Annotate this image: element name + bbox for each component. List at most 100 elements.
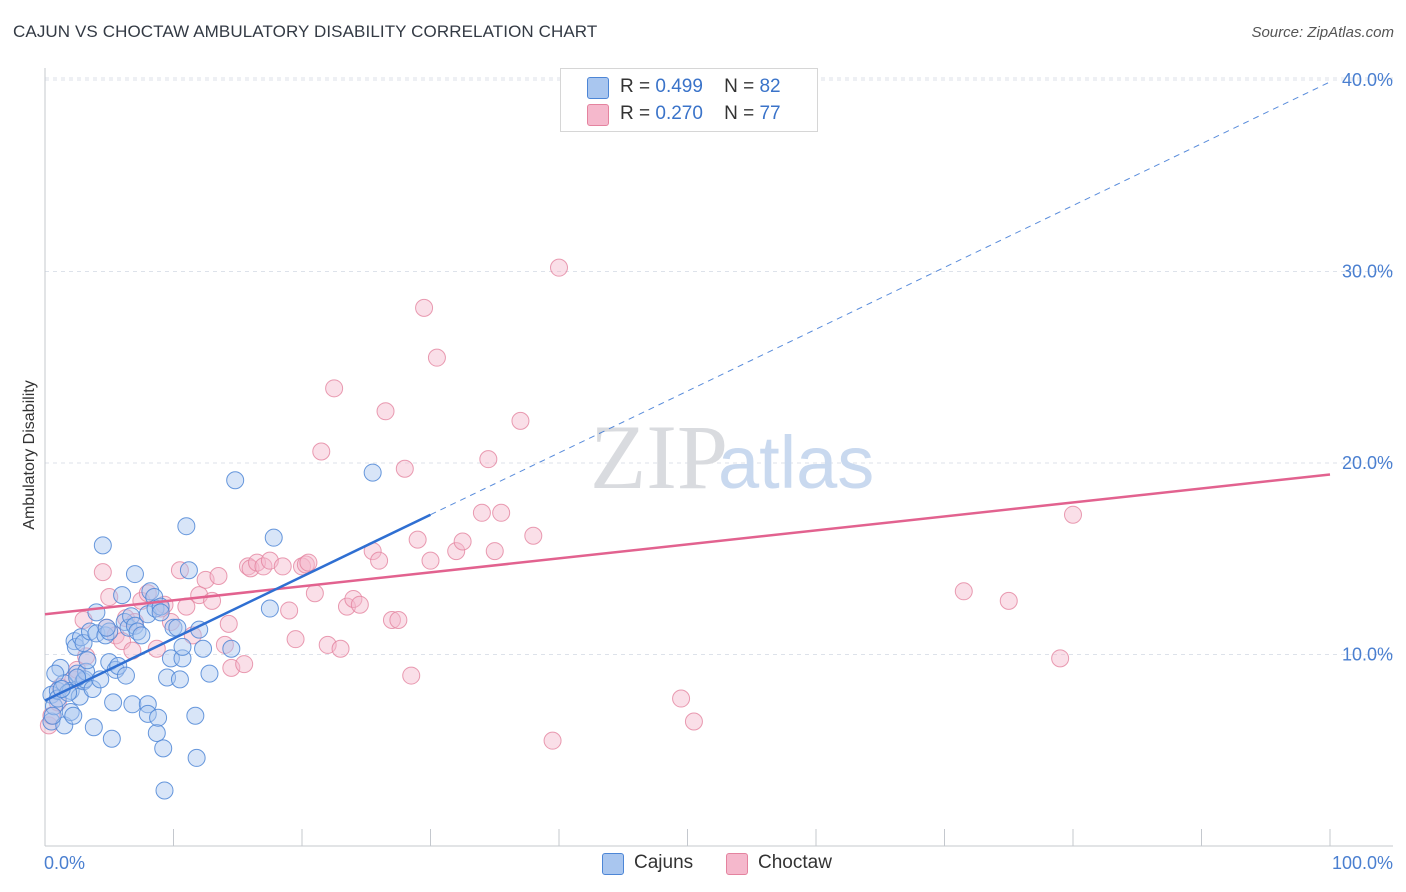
cajun-trend-line	[44, 513, 432, 702]
choctaw-point	[453, 532, 472, 551]
choctaw-point	[447, 542, 466, 561]
choctaw-point	[954, 582, 973, 601]
bottom-legend-cajuns-label: Cajuns	[634, 852, 694, 873]
choctaw-point	[427, 348, 446, 367]
choctaw-point	[93, 563, 112, 582]
legend-n-label: N =	[724, 76, 755, 97]
choctaw-point	[305, 584, 324, 603]
cajun-point	[78, 651, 97, 670]
choctaw-trend-line	[44, 473, 1331, 616]
choctaw-point	[370, 551, 389, 570]
cajun-point	[97, 618, 116, 637]
choctaw-point	[421, 551, 440, 570]
choctaw-point	[472, 503, 491, 522]
choctaw-point	[382, 611, 401, 630]
cajun-point	[226, 471, 245, 490]
x-tick-min: 0.0%	[44, 853, 85, 873]
x-tick-max: 100.0%	[1332, 853, 1393, 873]
choctaw-point	[296, 555, 315, 574]
choctaw-point	[479, 450, 498, 469]
cajun-point	[194, 639, 213, 658]
cajun-point	[170, 670, 189, 689]
chart-title: CAJUN VS CHOCTAW AMBULATORY DISABILITY C…	[13, 22, 598, 41]
legend-r-value: 0.270	[655, 103, 703, 124]
choctaw-point	[543, 731, 562, 750]
cajun-point	[179, 561, 198, 580]
cajun-point	[83, 679, 102, 698]
y-tick-labels: 10.0% 20.0% 30.0% 40.0%	[1342, 70, 1393, 665]
legend-n-value: 82	[759, 76, 781, 97]
cajun-point	[260, 599, 279, 618]
choctaw-point	[492, 503, 511, 522]
y-axis-label: Ambulatory Disability	[21, 380, 38, 529]
cajun-point	[74, 634, 93, 653]
cajun-trend-extension	[430, 81, 1331, 516]
source-label: Source: ZipAtlas.com	[1251, 24, 1394, 41]
choctaw-point	[331, 639, 350, 658]
cajun-point	[264, 528, 283, 547]
cajun-point	[84, 718, 103, 737]
y-tick-label: 10.0%	[1342, 645, 1393, 665]
cajun-point	[93, 536, 112, 555]
choctaw-point	[1051, 649, 1070, 668]
legend-n-value: 77	[759, 103, 781, 124]
cajun-point	[155, 781, 174, 800]
cajun-point	[102, 729, 121, 748]
choctaw-point	[350, 595, 369, 614]
cajun-point	[125, 565, 144, 584]
cajun-point	[87, 603, 106, 622]
cajun-point	[138, 695, 157, 714]
cajun-point	[113, 586, 132, 605]
cajun-point	[80, 622, 99, 641]
choctaw-point	[999, 591, 1018, 610]
choctaw-point	[550, 258, 568, 277]
y-tick-label: 40.0%	[1342, 70, 1393, 90]
choctaw-point	[684, 712, 703, 731]
cajun-point	[151, 603, 170, 622]
watermark-zip: ZIP	[590, 406, 728, 508]
choctaw-point	[235, 655, 254, 674]
legend-r-value: 0.499	[655, 76, 703, 97]
cajun-point	[200, 664, 219, 683]
bottom-legend-choctaw-label: Choctaw	[758, 852, 832, 873]
cajun-points	[42, 463, 382, 800]
choctaw-point	[511, 411, 530, 430]
choctaw-points	[39, 258, 1082, 750]
cajun-point	[116, 666, 135, 685]
cajun-point	[147, 724, 166, 743]
cajun-point	[222, 639, 241, 658]
choctaw-point	[672, 689, 691, 708]
cajun-point	[154, 739, 173, 758]
trend-lines	[44, 81, 1331, 702]
watermark-atlas: atlas	[718, 421, 874, 504]
choctaw-point	[312, 442, 331, 461]
y-tick-label: 20.0%	[1342, 453, 1393, 473]
cajun-point	[149, 708, 168, 727]
choctaw-point	[389, 611, 408, 630]
choctaw-point	[402, 666, 421, 685]
choctaw-point	[239, 557, 258, 576]
cajun-point	[43, 706, 62, 725]
choctaw-point	[325, 379, 344, 398]
cajun-point	[51, 658, 70, 677]
choctaw-point	[376, 402, 395, 421]
choctaw-point	[209, 566, 228, 585]
cajun-point	[164, 618, 183, 637]
cajun-point	[104, 693, 123, 712]
cajun-point	[138, 704, 157, 723]
choctaw-point	[286, 630, 305, 649]
legend-n-label: N =	[724, 103, 755, 124]
choctaw-point	[485, 542, 504, 561]
choctaw-swatch	[587, 104, 609, 126]
cajun-swatch	[587, 77, 609, 99]
cajun-point	[177, 517, 196, 536]
cajun-point	[187, 748, 206, 767]
legend-r-label: R =	[620, 76, 651, 97]
cajun-point	[173, 637, 192, 656]
cajun-point	[123, 695, 142, 714]
choctaw-point	[524, 526, 543, 545]
choctaw-swatch	[726, 853, 748, 875]
cajun-point	[132, 626, 151, 645]
cajun-point	[64, 706, 83, 725]
